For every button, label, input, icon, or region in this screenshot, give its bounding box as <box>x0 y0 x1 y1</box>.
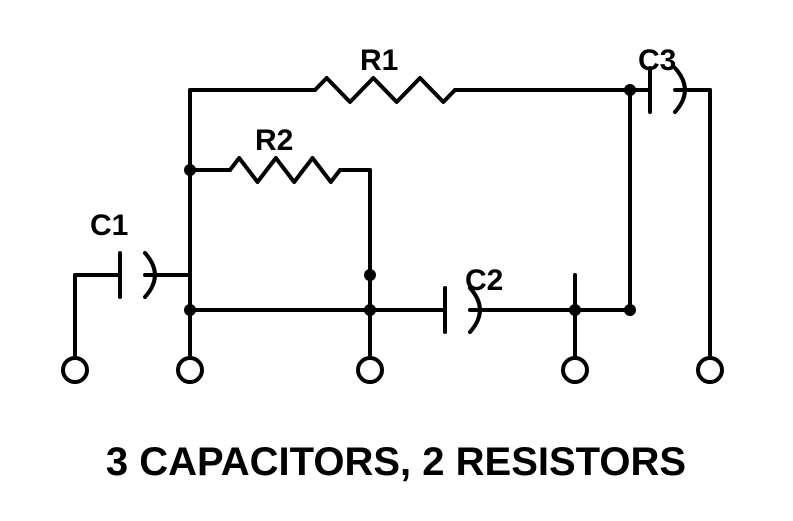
r1-label: R1 <box>360 44 398 77</box>
c1-label: C1 <box>90 209 128 242</box>
r2-label: R2 <box>255 124 293 157</box>
c3-label: C3 <box>638 44 676 77</box>
c2-label: C2 <box>465 264 503 297</box>
caption: 3 CAPACITORS, 2 RESISTORS <box>106 440 686 484</box>
